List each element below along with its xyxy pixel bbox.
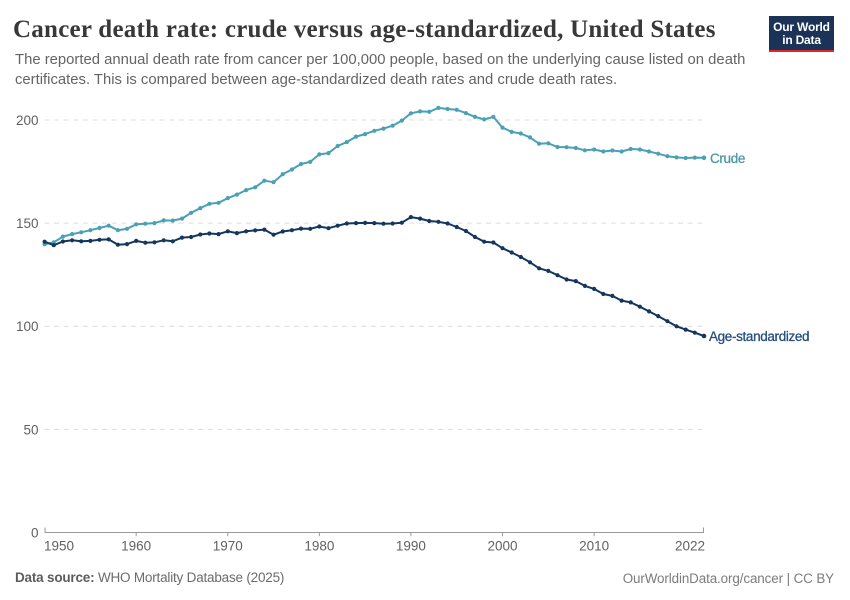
svg-text:0: 0 <box>31 525 39 540</box>
svg-text:1950: 1950 <box>44 538 74 553</box>
svg-text:200: 200 <box>16 113 39 128</box>
svg-text:2022: 2022 <box>675 538 705 553</box>
svg-text:1980: 1980 <box>304 538 334 553</box>
svg-text:2010: 2010 <box>579 538 609 553</box>
svg-text:1960: 1960 <box>121 538 151 553</box>
svg-text:Age-standardized: Age-standardized <box>709 329 809 344</box>
svg-text:1970: 1970 <box>213 538 243 553</box>
svg-text:50: 50 <box>23 422 38 437</box>
svg-text:100: 100 <box>16 319 39 334</box>
svg-text:2000: 2000 <box>487 538 517 553</box>
svg-text:150: 150 <box>16 216 39 231</box>
svg-text:Crude: Crude <box>710 151 745 166</box>
svg-text:1990: 1990 <box>396 538 426 553</box>
